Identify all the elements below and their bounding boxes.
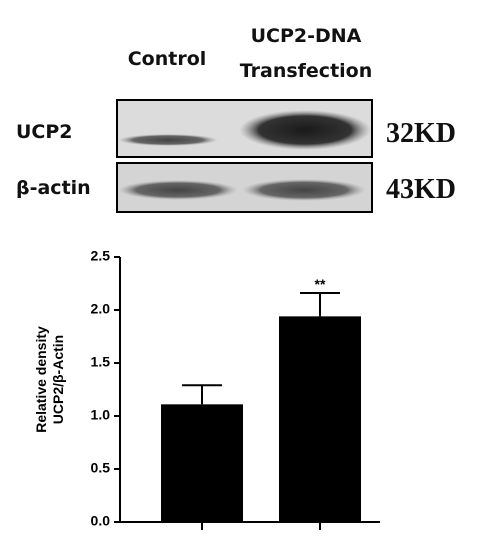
row-label: β-actin: [16, 177, 91, 199]
y-axis-label: UCP2/β-Actin: [50, 335, 66, 424]
bar: [161, 404, 243, 522]
bar: [279, 316, 361, 522]
y-tick-label: 1.5: [91, 354, 111, 370]
band: [242, 179, 366, 201]
y-tick-label: 0.0: [91, 513, 111, 529]
row-label: UCP2: [16, 121, 73, 143]
band: [239, 110, 371, 150]
y-tick-label: 0.5: [91, 460, 111, 476]
lane-label: UCP2-DNA: [251, 25, 362, 47]
y-axis-label: Relative density: [33, 326, 49, 433]
size-label: 32KD: [386, 118, 456, 149]
blot-panel: [116, 99, 373, 213]
y-tick-label: 2.5: [91, 248, 111, 264]
lane-label: Transfection: [240, 60, 373, 82]
lane-label: Control: [128, 48, 207, 70]
y-tick-label: 1.0: [91, 407, 111, 423]
size-label: 43KD: [386, 174, 456, 205]
significance: **: [315, 276, 326, 292]
y-tick-label: 2.0: [91, 301, 111, 317]
band: [118, 134, 218, 146]
band: [118, 180, 238, 200]
